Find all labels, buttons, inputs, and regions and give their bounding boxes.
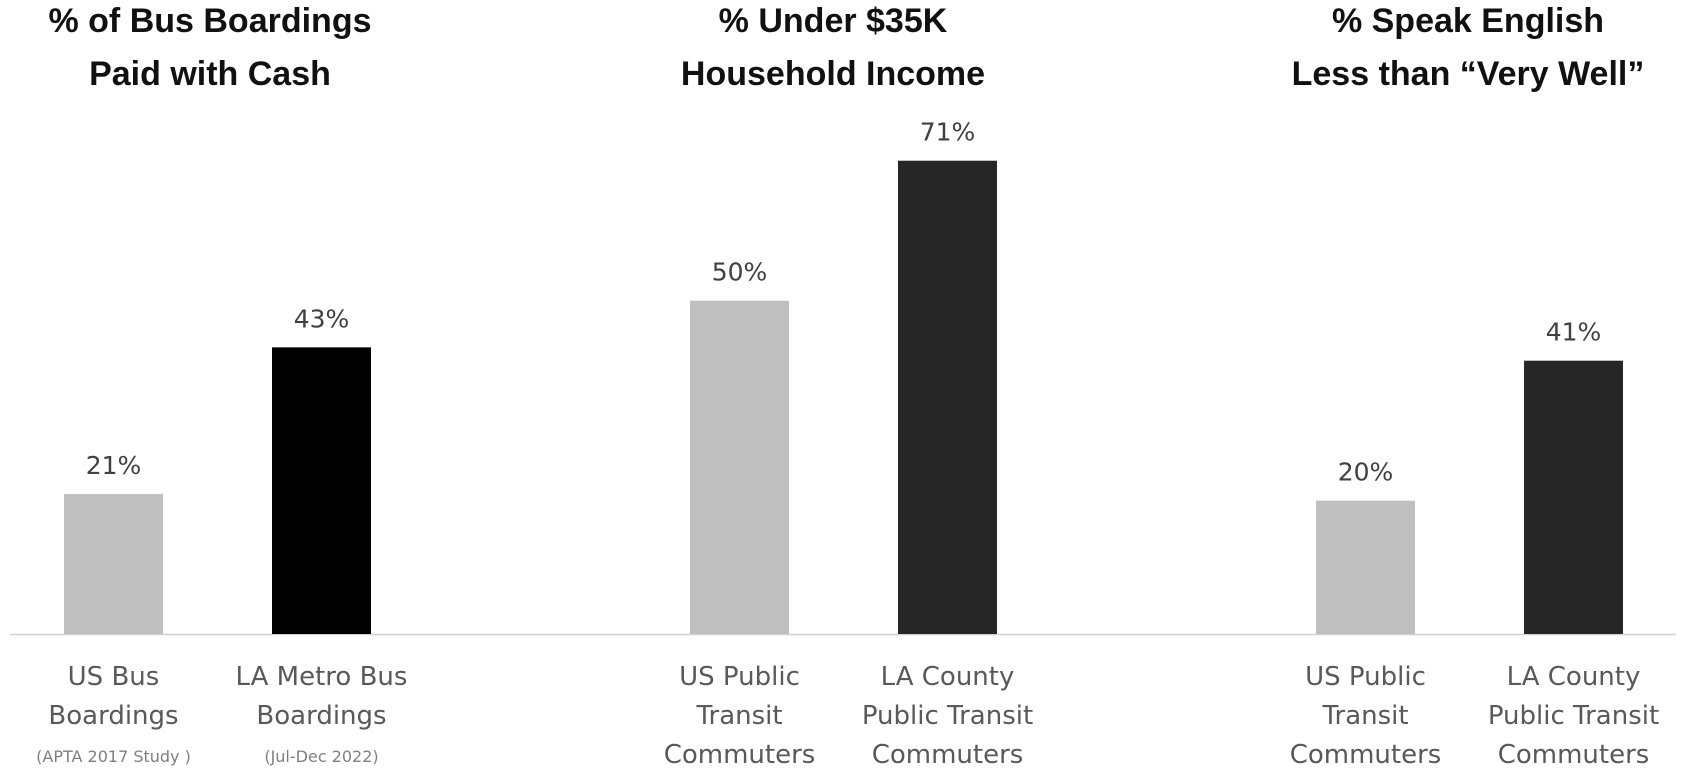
data-label: 41%: [1546, 318, 1602, 347]
category-label-line: LA County: [881, 662, 1015, 692]
bar: [272, 347, 371, 634]
bar: [690, 300, 789, 634]
data-label: 21%: [86, 451, 142, 480]
category-label-line: US Public: [1305, 662, 1426, 692]
category-label-line: Public Transit: [1488, 701, 1659, 731]
category-note: (APTA 2017 Study ): [36, 747, 191, 766]
category-label-line: Boardings: [256, 701, 386, 731]
category-label-line: Commuters: [872, 740, 1024, 768]
chart-title-line: Household Income: [681, 55, 985, 93]
data-label: 50%: [712, 258, 768, 287]
category-label-line: Transit: [695, 701, 782, 731]
bar: [64, 494, 163, 634]
chart-title-line: Less than “Very Well”: [1292, 55, 1645, 93]
data-label: 43%: [294, 304, 350, 333]
category-label-line: Public Transit: [862, 701, 1033, 731]
category-note: (Jul-Dec 2022): [264, 747, 378, 766]
category-label-line: Commuters: [1290, 740, 1442, 768]
category-label-line: US Bus: [68, 662, 160, 692]
category-label-line: Boardings: [48, 701, 178, 731]
category-label-line: Commuters: [664, 740, 816, 768]
data-label: 71%: [920, 118, 976, 147]
category-label-line: Commuters: [1498, 740, 1650, 768]
bar: [1524, 360, 1623, 634]
chart-title-line: % Under $35K: [719, 2, 948, 40]
data-label: 20%: [1338, 458, 1394, 487]
bar: [1316, 500, 1415, 634]
chart-title-line: % of Bus Boardings: [48, 2, 371, 40]
chart-title-line: % Speak English: [1332, 2, 1604, 40]
category-label-line: US Public: [679, 662, 800, 692]
category-label-line: LA Metro Bus: [236, 662, 408, 692]
category-label-line: Transit: [1321, 701, 1408, 731]
category-label-line: LA County: [1507, 662, 1641, 692]
chart-title-line: Paid with Cash: [89, 55, 331, 93]
bar: [898, 160, 997, 635]
